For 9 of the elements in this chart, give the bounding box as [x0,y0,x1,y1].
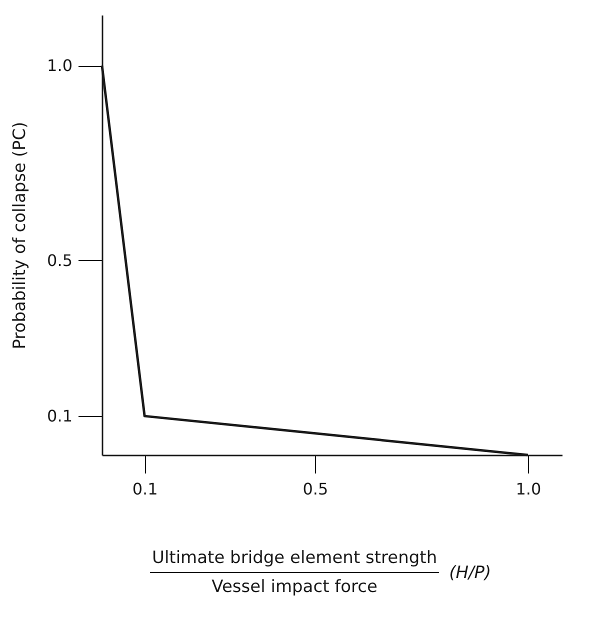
y-axis-title: Probability of collapse (PC) [10,122,30,350]
x-tick-label: 0.5 [302,480,328,498]
text: (H/P) [449,562,492,582]
y-tick-label: 1.0 [47,56,72,76]
y-tick-label: 0.1 [47,406,72,426]
x-tick-label: 1.0 [516,480,542,498]
x-axis-title: Ultimate bridge element strength Vessel impact force [151,548,438,597]
y-tick-label: 0.5 [47,250,72,270]
x-tick-label: 0.1 [132,480,158,498]
